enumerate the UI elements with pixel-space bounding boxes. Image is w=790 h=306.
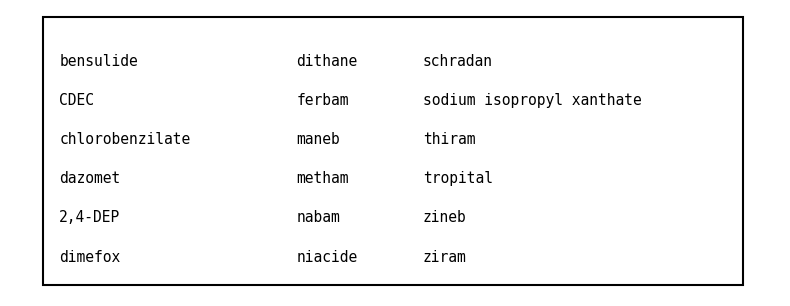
Text: zineb: zineb bbox=[423, 210, 466, 226]
Text: dimefox: dimefox bbox=[59, 249, 121, 265]
Text: chlorobenzilate: chlorobenzilate bbox=[59, 132, 190, 147]
Text: thiram: thiram bbox=[423, 132, 475, 147]
Text: maneb: maneb bbox=[296, 132, 340, 147]
Text: dithane: dithane bbox=[296, 54, 358, 69]
Text: CDEC: CDEC bbox=[59, 93, 94, 108]
Text: ziram: ziram bbox=[423, 249, 466, 265]
Text: nabam: nabam bbox=[296, 210, 340, 226]
Text: bensulide: bensulide bbox=[59, 54, 138, 69]
Text: niacide: niacide bbox=[296, 249, 358, 265]
FancyBboxPatch shape bbox=[43, 17, 743, 285]
Text: schradan: schradan bbox=[423, 54, 493, 69]
Text: metham: metham bbox=[296, 171, 348, 186]
Text: ferbam: ferbam bbox=[296, 93, 348, 108]
Text: tropital: tropital bbox=[423, 171, 493, 186]
Text: 2,4-DEP: 2,4-DEP bbox=[59, 210, 121, 226]
Text: dazomet: dazomet bbox=[59, 171, 121, 186]
Text: sodium isopropyl xanthate: sodium isopropyl xanthate bbox=[423, 93, 641, 108]
